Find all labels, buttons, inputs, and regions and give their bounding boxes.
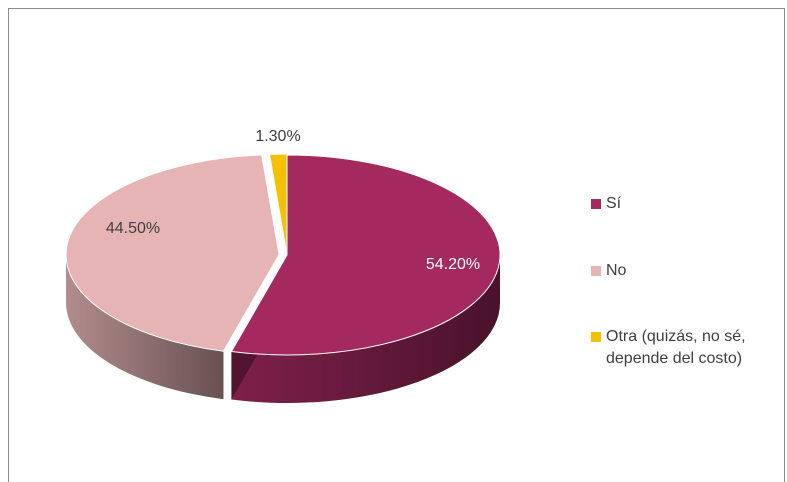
pie-side-1 <box>66 254 224 400</box>
data-label-no: 44.50% <box>106 220 160 237</box>
legend-item-no: No <box>588 260 626 282</box>
legend-swatch-si <box>591 199 601 209</box>
data-label-si: 54.20% <box>426 256 480 273</box>
legend-item-si: Sí <box>588 193 621 215</box>
legend-swatch-no <box>591 266 601 276</box>
pie-slice-otra <box>268 153 288 255</box>
data-label-otra: 1.30% <box>255 128 300 145</box>
legend-label-no: No <box>606 262 627 279</box>
pie-slice-si <box>230 154 501 356</box>
pie-slices <box>65 153 501 356</box>
pie-side-0 <box>231 255 500 403</box>
legend-swatch-otra <box>591 332 601 342</box>
legend-label-si: Sí <box>606 195 622 212</box>
legend-label-otra: Otra (quizás, no sé, depende del costo) <box>606 328 746 367</box>
pie-slice-no <box>65 154 280 352</box>
legend-item-otra: Otra (quizás, no sé, depende del costo) <box>588 326 784 370</box>
